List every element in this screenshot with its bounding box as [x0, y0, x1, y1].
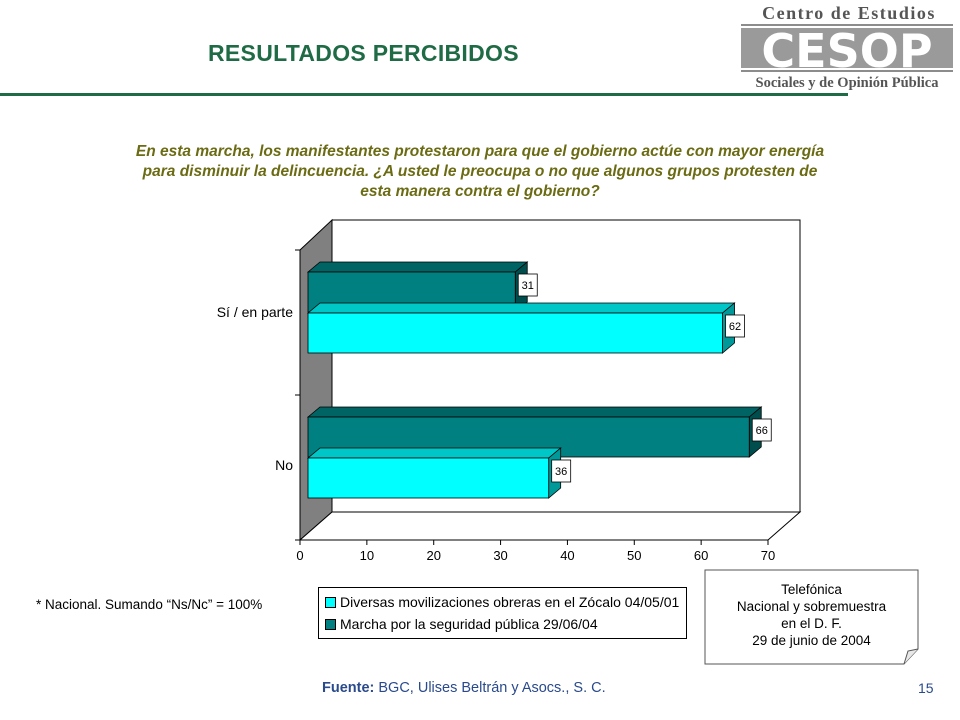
bar-top-face	[306, 447, 562, 459]
y-category-label: Sí / en parte	[217, 304, 293, 320]
x-tick-label: 10	[360, 548, 374, 563]
source-text: BGC, Ulises Beltrán y Asocs., S. C.	[374, 680, 606, 696]
data-label: 62	[729, 321, 741, 333]
legend-item-series-2: Marcha por la seguridad pública 29/06/04	[325, 615, 598, 633]
legend-swatch-series-2	[325, 618, 336, 630]
logo-line2: Sociales y de Opinión Pública	[756, 75, 940, 91]
callout-line-3: en el D. F.	[781, 616, 842, 631]
callout-line-1: Telefónica	[781, 582, 842, 597]
bar-top-face	[306, 261, 529, 273]
source-label: Fuente:	[322, 680, 375, 696]
callout-line-4: 29 de junio de 2004	[752, 633, 871, 648]
legend-item-series-1: Diversas movilizaciones obreras en el Zó…	[325, 593, 679, 611]
legend-swatch-series-1	[325, 596, 336, 608]
chart-legend: Diversas movilizaciones obreras en el Zó…	[318, 587, 687, 639]
question-line-3: esta manera contra el gobierno?	[360, 183, 600, 200]
y-category-label: No	[275, 457, 293, 473]
x-tick-label: 70	[761, 548, 775, 563]
data-label: 31	[522, 280, 534, 292]
chart-floor	[298, 511, 802, 541]
data-label-box	[751, 418, 772, 442]
x-tick-label: 20	[426, 548, 440, 563]
data-label-box	[725, 314, 745, 338]
page-title: RESULTADOS PERCIBIDOS	[208, 40, 519, 66]
x-tick-label: 60	[694, 548, 708, 563]
bar-top-face	[306, 406, 763, 418]
bar-top-face	[306, 302, 736, 314]
footnote: * Nacional. Sumando “Ns/Nc” = 100%	[36, 597, 263, 612]
methodology-callout: Telefónica Nacional y sobremuestra en el…	[704, 569, 919, 665]
data-label-box	[517, 273, 538, 297]
cesop-logo: Centro de Estudios CESOP Sociales y de O…	[735, 0, 960, 100]
data-label-box	[551, 459, 572, 483]
callout-line-2: Nacional y sobremuestra	[736, 599, 887, 614]
logo-acronym: CESOP	[761, 24, 932, 78]
legend-label-series-2: Marcha por la seguridad pública 29/06/04	[340, 616, 598, 632]
data-label: 66	[756, 425, 768, 437]
data-label: 36	[555, 466, 567, 478]
question-line-1: En esta marcha, los manifestantes protes…	[135, 143, 825, 160]
x-tick-label: 0	[296, 548, 303, 563]
source-credit: Fuente: BGC, Ulises Beltrán y Asocs., S.…	[322, 680, 606, 696]
title-divider	[0, 93, 848, 96]
x-tick-label: 30	[493, 548, 507, 563]
logo-line1: Centro de Estudios	[762, 3, 936, 23]
page-number: 15	[918, 680, 934, 696]
question-line-2: para disminuir la delincuencia. ¿A usted…	[142, 163, 818, 180]
survey-question: En esta marcha, los manifestantes protes…	[40, 142, 920, 202]
x-tick-label: 50	[627, 548, 641, 563]
x-tick-label: 40	[560, 548, 574, 563]
legend-label-series-1: Diversas movilizaciones obreras en el Zó…	[340, 594, 680, 610]
bar	[307, 312, 723, 354]
bar	[307, 457, 550, 499]
